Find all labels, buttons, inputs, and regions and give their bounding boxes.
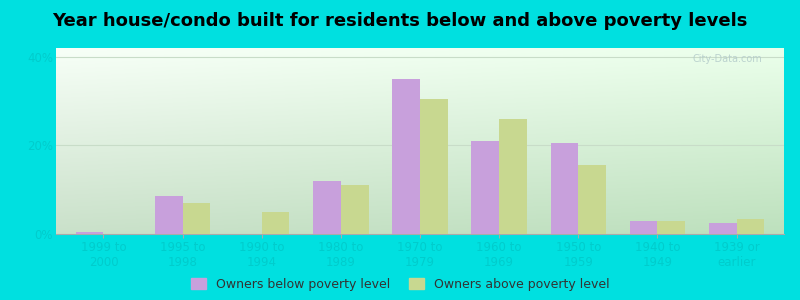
Bar <box>392 79 420 234</box>
Bar <box>155 196 182 234</box>
Bar <box>182 203 210 234</box>
Bar <box>313 181 341 234</box>
Bar <box>499 119 527 234</box>
Legend: Owners below poverty level, Owners above poverty level: Owners below poverty level, Owners above… <box>190 278 610 291</box>
Text: City-Data.com: City-Data.com <box>693 54 762 64</box>
Bar <box>709 223 737 234</box>
Bar <box>471 141 499 234</box>
Bar <box>630 221 658 234</box>
Bar <box>420 99 448 234</box>
Bar <box>76 232 103 234</box>
Bar <box>658 221 685 234</box>
Bar <box>737 218 764 234</box>
Bar <box>578 165 606 234</box>
Text: Year house/condo built for residents below and above poverty levels: Year house/condo built for residents bel… <box>52 12 748 30</box>
Bar <box>550 143 578 234</box>
Bar <box>341 185 369 234</box>
Bar <box>262 212 290 234</box>
